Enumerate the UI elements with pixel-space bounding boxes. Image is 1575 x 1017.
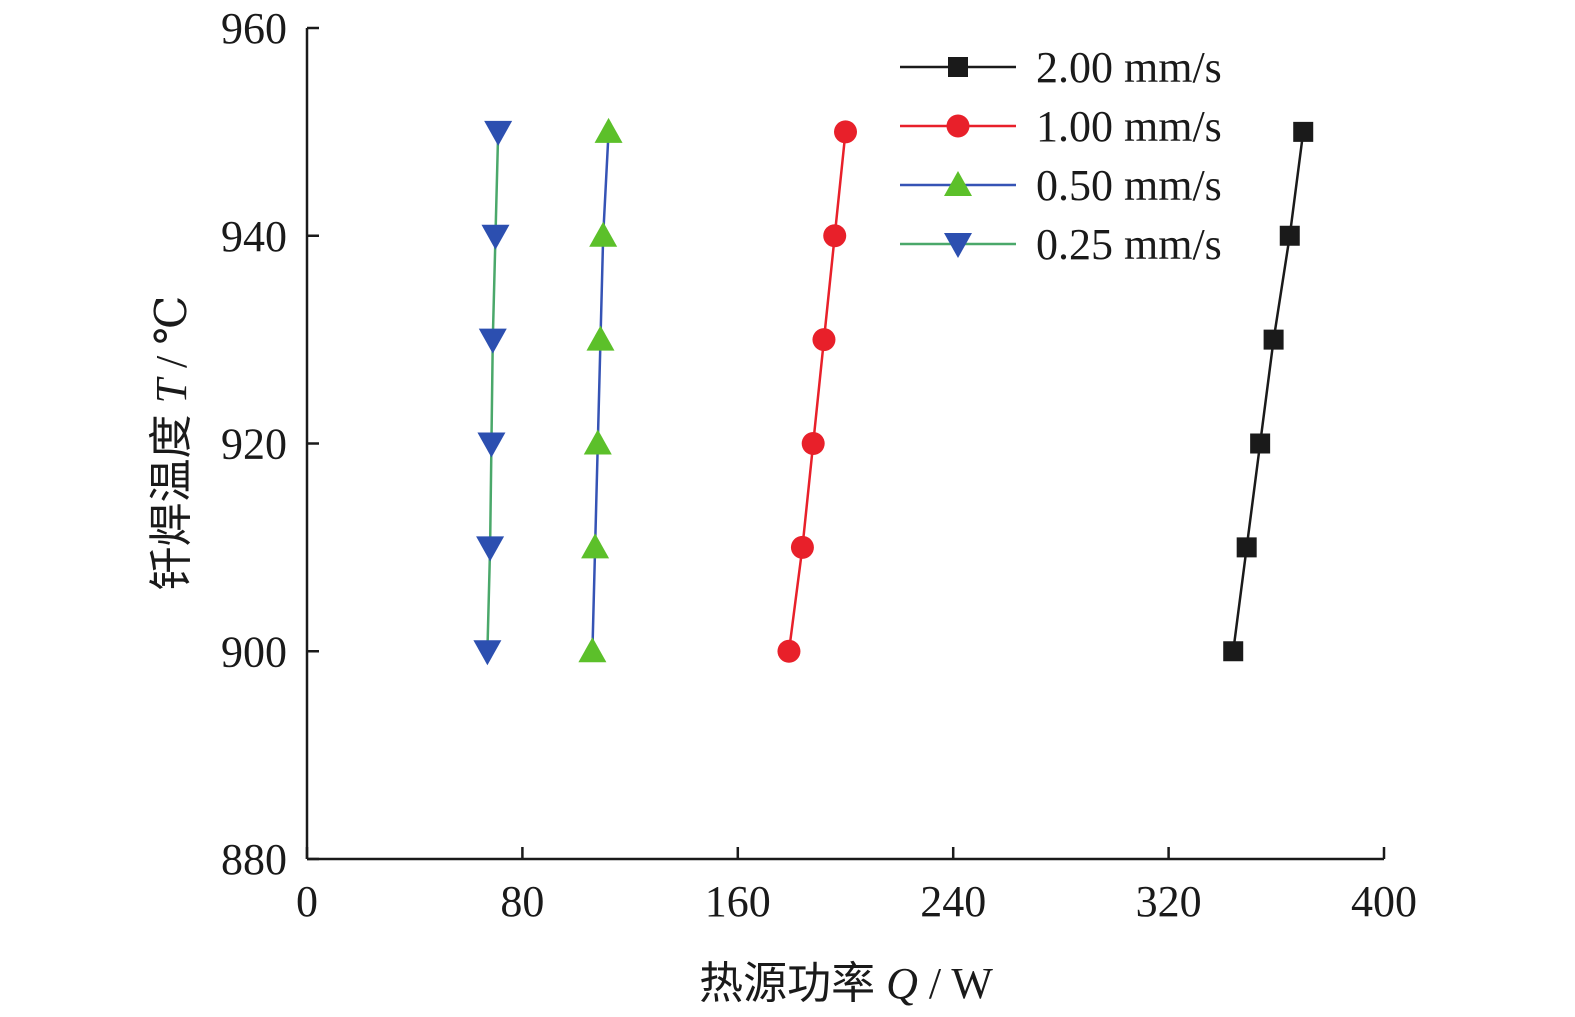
- legend-item: 1.00 mm/s: [900, 102, 1222, 151]
- x-tick-label: 80: [500, 877, 544, 926]
- data-point: [477, 432, 506, 458]
- data-point: [1279, 225, 1300, 246]
- axes: 0 80 160 240 320 400 880 900 920 940 960: [221, 4, 1417, 926]
- data-point: [812, 328, 836, 352]
- legend-item: 0.50 mm/s: [900, 161, 1222, 210]
- x-axis-title: 热源功率 Q / W: [699, 959, 993, 1008]
- data-point: [473, 640, 502, 666]
- data-point: [801, 432, 825, 455]
- y-tick-label: 960: [221, 4, 287, 53]
- x-tick-label: 160: [705, 877, 771, 926]
- legend-label: 0.25 mm/s: [1036, 220, 1222, 269]
- series-layer: [473, 117, 1314, 666]
- legend: 2.00 mm/s 1.00 mm/s 0.50 mm/s 0.25 mm/s: [900, 43, 1222, 269]
- data-point: [1236, 537, 1257, 558]
- legend-label: 0.50 mm/s: [1036, 161, 1222, 210]
- data-point: [578, 637, 607, 663]
- legend-marker: [944, 171, 972, 196]
- legend-marker: [946, 114, 970, 138]
- legend-item: 2.00 mm/s: [900, 43, 1222, 92]
- legend-label: 1.00 mm/s: [1036, 102, 1222, 151]
- x-tick-label: 400: [1351, 877, 1417, 926]
- data-point: [1263, 329, 1284, 350]
- legend-marker: [948, 57, 968, 77]
- y-tick-label: 880: [221, 835, 287, 884]
- data-point: [476, 536, 505, 562]
- series-2: [578, 117, 623, 663]
- y-tick-label: 900: [221, 627, 287, 676]
- data-point: [594, 117, 623, 143]
- legend-marker: [944, 233, 972, 258]
- y-tick-label: 940: [221, 212, 287, 261]
- legend-item: 0.25 mm/s: [900, 220, 1222, 269]
- x-tick-label: 240: [920, 877, 986, 926]
- x-tick-label: 0: [296, 877, 318, 926]
- data-point: [589, 221, 618, 247]
- data-point: [777, 639, 801, 663]
- data-point: [581, 533, 610, 559]
- data-point: [1223, 641, 1244, 662]
- x-tick-label: 320: [1136, 877, 1202, 926]
- series-1: [777, 120, 857, 663]
- data-point: [478, 328, 507, 354]
- data-point: [834, 120, 857, 144]
- data-point: [586, 325, 615, 351]
- series-line: [1231, 131, 1305, 652]
- data-point: [1293, 121, 1314, 142]
- data-point: [583, 429, 612, 455]
- series-0: [1223, 121, 1314, 662]
- series-3: [473, 120, 513, 666]
- y-axis-title: 钎焊温度 T / ℃: [147, 296, 196, 591]
- data-point: [1250, 433, 1271, 454]
- data-point: [484, 120, 513, 146]
- data-point: [790, 535, 814, 559]
- y-tick-label: 920: [221, 420, 287, 469]
- series-line: [486, 131, 500, 652]
- data-point: [481, 224, 510, 250]
- legend-label: 2.00 mm/s: [1036, 43, 1222, 92]
- series-line: [787, 131, 847, 652]
- series-line: [591, 131, 610, 652]
- data-point: [823, 224, 847, 248]
